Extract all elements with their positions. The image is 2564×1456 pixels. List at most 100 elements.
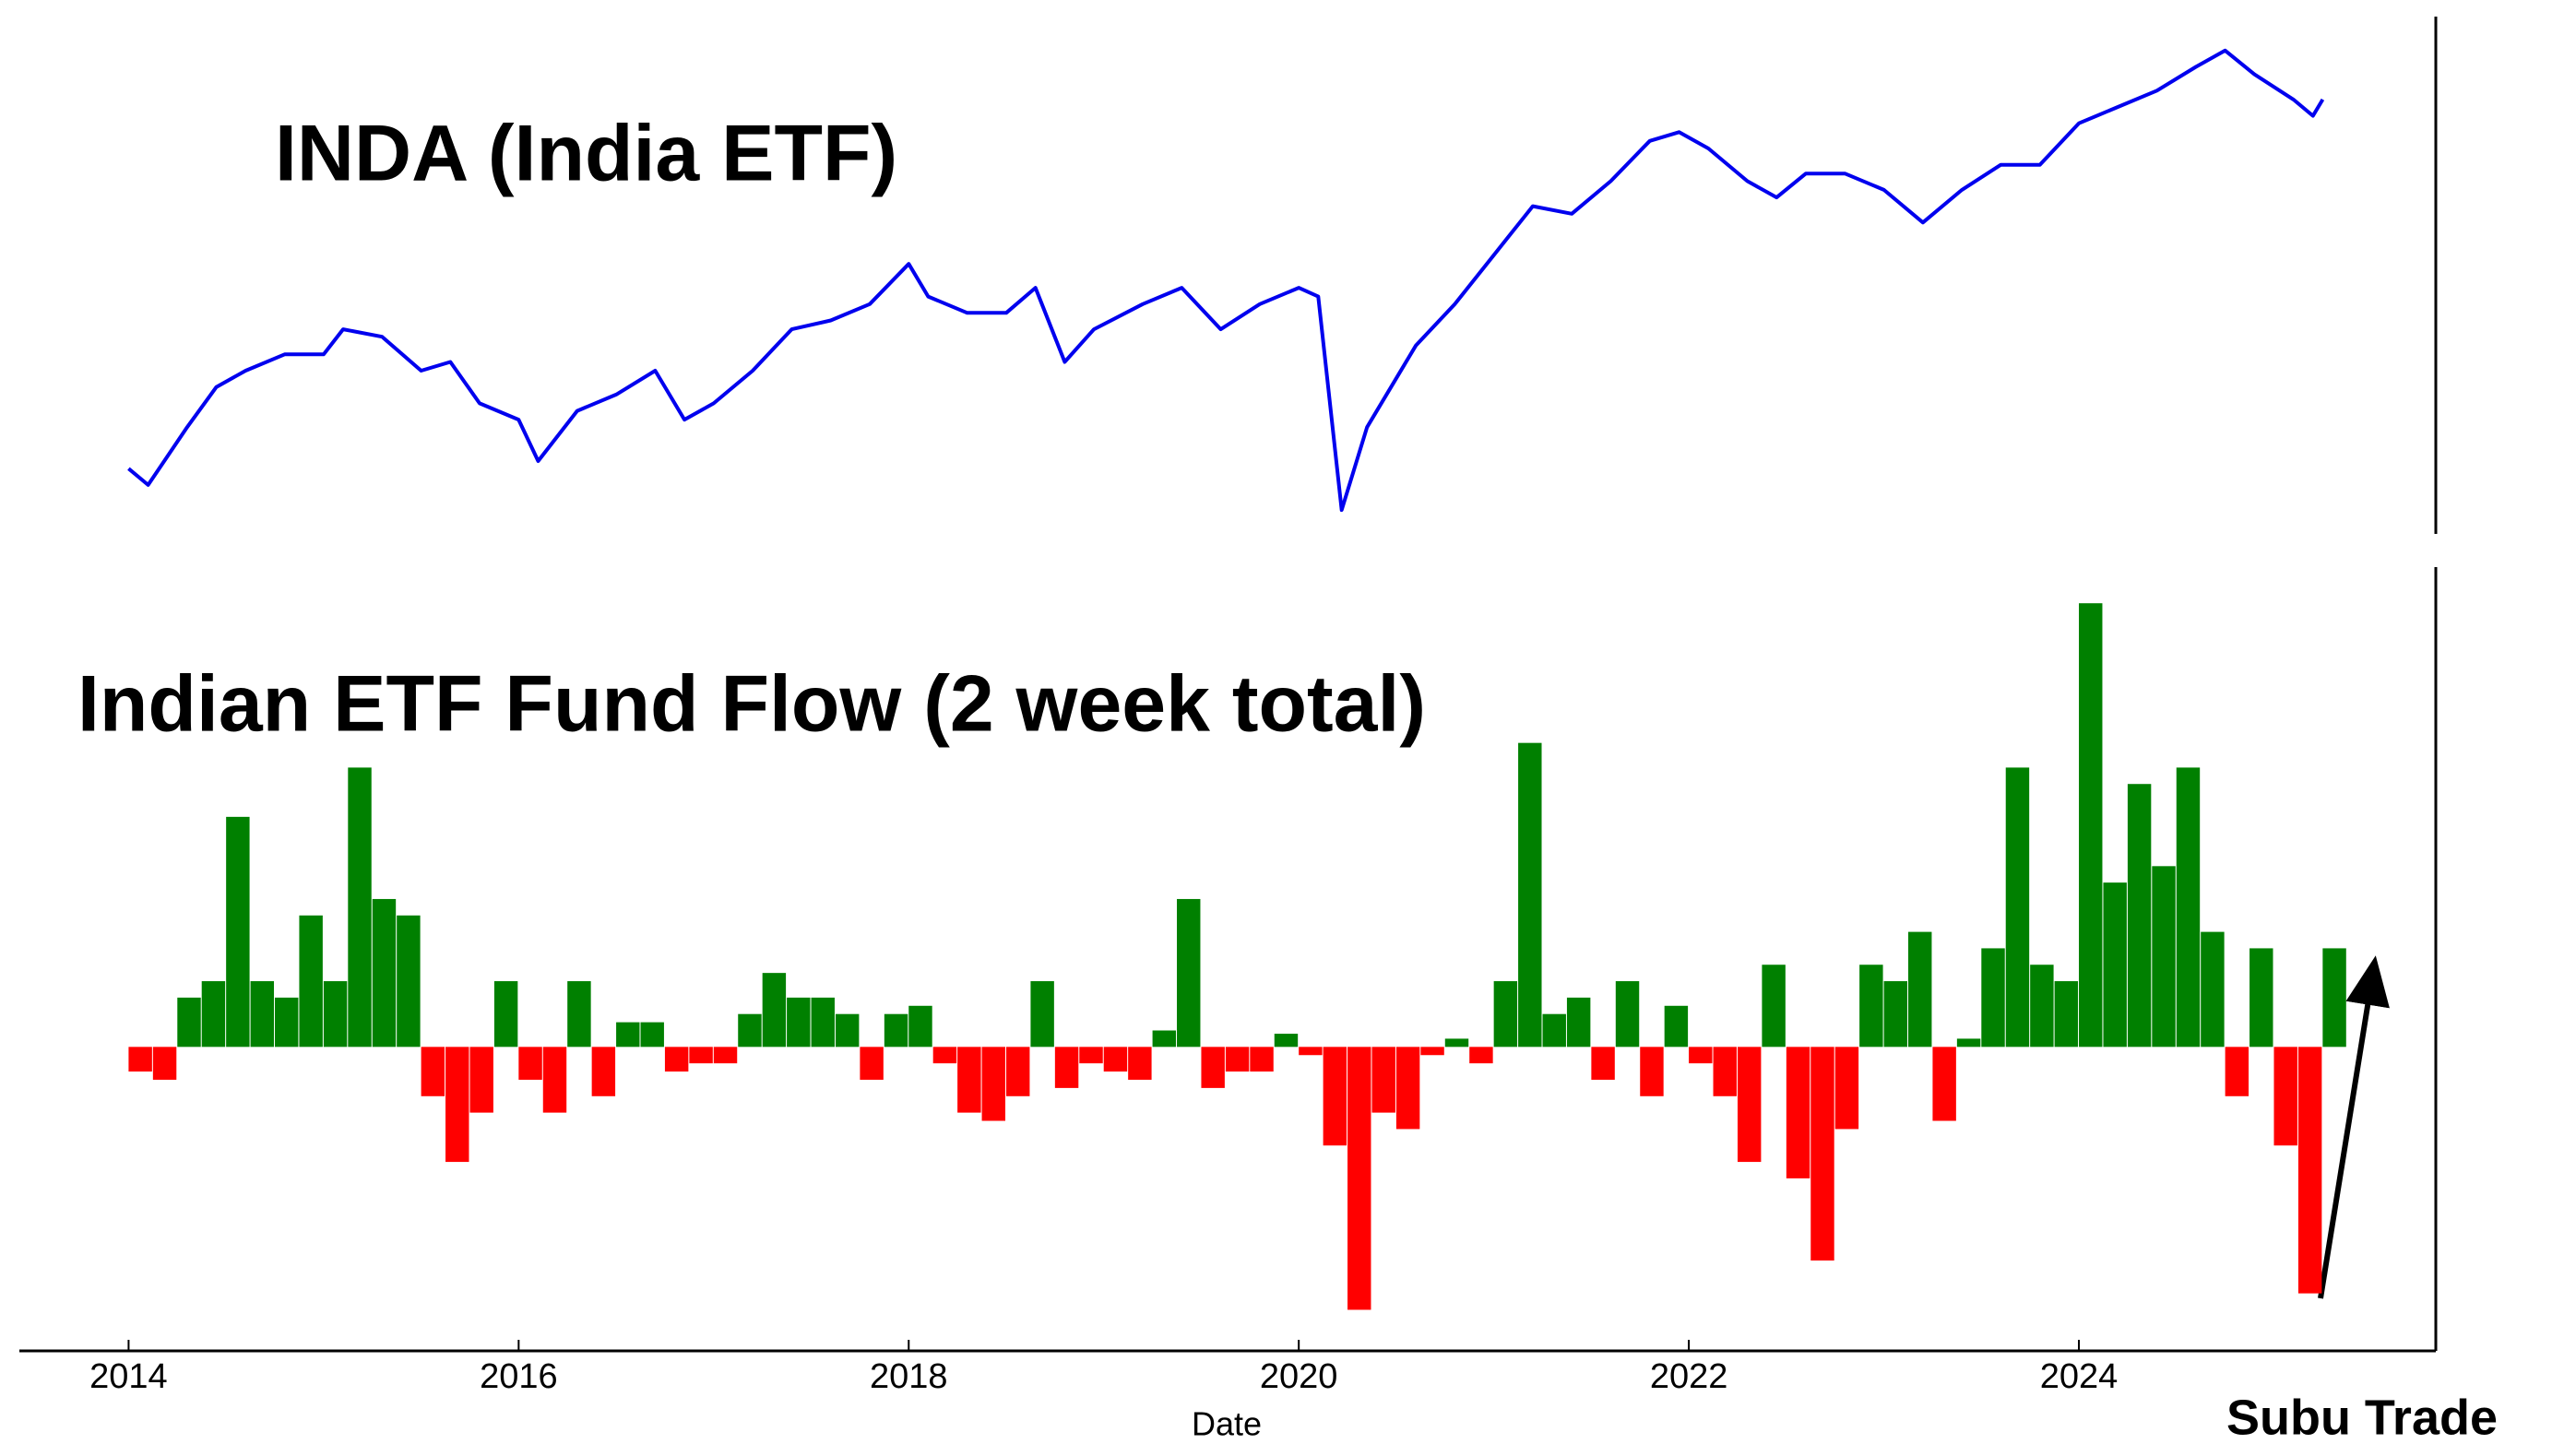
flow-bar [2322,948,2346,1048]
chart-title: Indian ETF Fund Flow (2 week total) [77,660,1426,749]
flow-bar [591,1047,616,1096]
flow-bar [2054,981,2079,1048]
flow-bar [738,1013,762,1048]
flow-bar [518,1047,542,1080]
flow-bar [1079,1047,1103,1064]
flow-bar [1981,948,2005,1048]
flow-bar [372,898,397,1048]
flow-bar [1542,1013,1566,1048]
flow-bar [1518,742,1542,1048]
flow-bar [2079,603,2103,1048]
flow-bar [1250,1047,1274,1072]
watermark: Subu Trade [2226,1390,2498,1445]
flow-bar [2030,965,2054,1048]
flow-bar [713,1047,738,1064]
flow-bar [128,1047,152,1072]
flow-bar [2152,866,2176,1048]
flow-bar [2176,767,2201,1048]
flow-bar [908,1005,932,1048]
flow-bar [445,1047,469,1163]
flow-bar [299,915,323,1048]
flow-bar [1883,981,1907,1048]
flow-bar [2127,784,2152,1048]
x-tick-label: 2014 [89,1357,168,1396]
x-tick-label: 2018 [870,1357,948,1396]
flow-bar [787,997,811,1048]
flow-bar [323,981,348,1048]
flow-bar [1128,1047,1152,1080]
flow-bar [1932,1047,1956,1121]
x-axis-label: Date [1192,1405,1262,1443]
flow-bar [811,997,835,1048]
flow-bar [689,1047,713,1064]
flow-bar [981,1047,1005,1121]
flow-bar [1152,1030,1177,1048]
flow-bar [1347,1047,1371,1310]
flow-bar [1177,898,1201,1048]
flow-bar [1420,1047,1444,1056]
flow-bar [1907,931,1932,1048]
arrow [2318,955,2390,1299]
flow-bar [835,1013,860,1048]
flow-bar [1371,1047,1395,1113]
flow-bar [1493,981,1518,1048]
flow-bar [1274,1034,1299,1048]
flow-bar [2249,948,2273,1048]
flow-bar [152,1047,177,1080]
x-tick-label: 2022 [1650,1357,1728,1396]
flow-bar [1005,1047,1030,1096]
flow-bar [2201,931,2225,1048]
flow-bar [1030,981,1054,1048]
flow-bar [1664,1005,1689,1048]
flow-bar [348,767,372,1048]
flow-bar [1810,1047,1834,1261]
flow-bar [1640,1047,1664,1096]
flow-bar [2297,1047,2322,1294]
flow-bar [1786,1047,1810,1178]
flow-bar [1762,965,1786,1048]
chart-title: INDA (India ETF) [275,110,897,198]
flow-bar [275,997,299,1048]
flow-bar [250,981,275,1048]
flow-bar [2273,1047,2297,1146]
flow-bar [2103,882,2127,1048]
flow-bar [1299,1047,1323,1056]
flow-bar [1859,965,1883,1048]
flow-bar [1834,1047,1859,1130]
flow-bar [884,1013,908,1048]
flow-bar [1103,1047,1128,1072]
flow-bar [640,1022,664,1048]
flow-bar [1713,1047,1737,1096]
flow-bar [2225,1047,2249,1096]
flow-bar [1566,997,1591,1048]
x-tick-label: 2024 [2040,1357,2119,1396]
flow-bar [1615,981,1640,1048]
flow-bar [421,1047,445,1096]
flow-bar [1201,1047,1225,1088]
price-line [127,48,2325,513]
flow-bar [1395,1047,1420,1130]
flow-bar [1737,1047,1762,1163]
flow-bar [493,981,518,1048]
flow-bar [397,915,421,1048]
flow-bar [762,973,787,1048]
flow-bar [1225,1047,1250,1072]
flow-bar [469,1047,493,1113]
x-tick-label: 2016 [480,1357,558,1396]
flow-bar [957,1047,981,1113]
flow-bar [567,981,591,1048]
flow-bar [1689,1047,1713,1064]
flow-bar [1444,1038,1469,1048]
flow-bar [932,1047,957,1064]
flow-bar [201,981,226,1048]
flow-bar [1054,1047,1079,1088]
flow-bar [226,816,250,1048]
flow-bar [1469,1047,1493,1064]
flow-bar [664,1047,689,1072]
flow-bar [1956,1038,1981,1048]
x-tick-label: 2020 [1260,1357,1338,1396]
flow-bar [616,1022,640,1048]
flow-bar [542,1047,567,1113]
flow-bar [860,1047,884,1080]
